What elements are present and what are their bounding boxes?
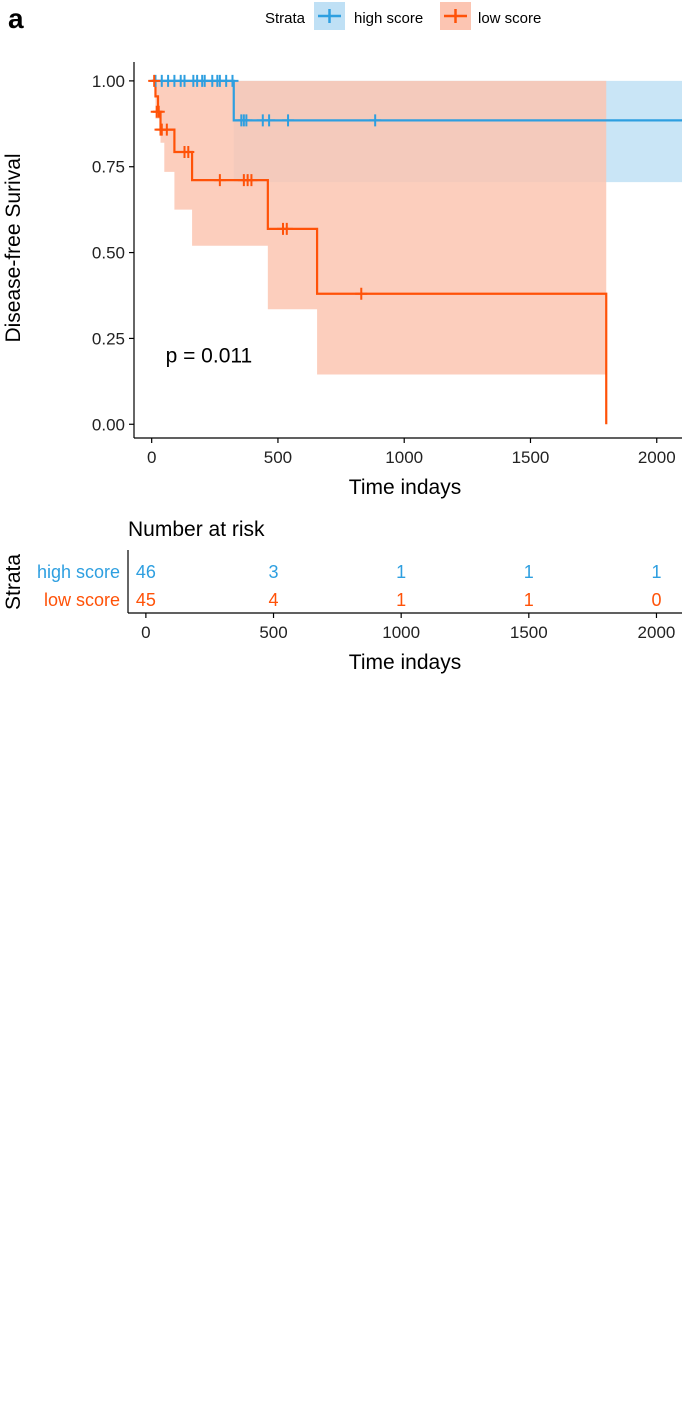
x-tick-label: 1000 — [385, 448, 423, 467]
risk-cell-low-score: 1 — [396, 590, 406, 610]
p-value-annotation: p = 0.011 — [166, 344, 253, 367]
y-ticks: 0.00 0.25 0.50 0.75 1.00 — [92, 72, 134, 434]
risk-cells: 46 3 1 1 1 45 4 1 1 0 — [136, 562, 662, 610]
risk-cell-high-score: 1 — [396, 562, 406, 582]
risk-x-ticks: 0 500 1000 1500 2000 — [141, 613, 675, 642]
risk-table-strata-label: Strata — [2, 554, 25, 610]
y-tick-label: 0.50 — [92, 244, 125, 263]
risk-x-axis-label: Time indays — [349, 651, 461, 674]
censor-mark-low-score — [160, 123, 173, 136]
censor-mark-high-score — [226, 74, 239, 87]
risk-x-tick-label: 500 — [259, 623, 287, 642]
risk-cell-low-score: 0 — [651, 590, 661, 610]
risk-x-tick-label: 2000 — [638, 623, 676, 642]
x-tick-label: 0 — [147, 448, 156, 467]
risk-cell-high-score: 1 — [651, 562, 661, 582]
risk-cell-high-score: 46 — [136, 562, 156, 582]
survival-curve-low-score — [151, 79, 608, 425]
risk-row-label-low-score: low score — [44, 590, 120, 610]
risk-cell-low-score: 45 — [136, 590, 156, 610]
censor-mark-high-score — [263, 114, 276, 127]
censor-mark-high-score — [240, 114, 253, 127]
censor-mark-low-score — [182, 145, 195, 158]
censor-mark-high-score — [369, 114, 382, 127]
confidence-bands — [151, 80, 682, 375]
survival-plot: 0.00 0.25 0.50 0.75 1.00 0 500 1000 1500 2000 p … — [2, 62, 682, 499]
legend-label-low-score: low score — [478, 10, 541, 27]
risk-cell-high-score: 1 — [524, 562, 534, 582]
risk-cell-high-score: 3 — [269, 562, 279, 582]
censor-mark-low-score — [148, 74, 161, 87]
risk-row-label-high-score: high score — [37, 562, 120, 582]
risk-x-tick-label: 1500 — [510, 623, 548, 642]
legend: Strata high score low score — [265, 2, 541, 30]
confidence-band-low-score — [151, 80, 607, 375]
x-ticks: 0 500 1000 1500 2000 — [147, 438, 676, 467]
risk-x-tick-label: 0 — [141, 623, 150, 642]
censor-mark-low-score — [280, 222, 293, 235]
x-axis-label: Time indays — [349, 476, 461, 499]
panel-label: a — [8, 3, 24, 34]
x-tick-label: 2000 — [638, 448, 676, 467]
x-tick-label: 500 — [264, 448, 292, 467]
risk-cell-low-score: 4 — [269, 590, 279, 610]
risk-x-tick-label: 1000 — [382, 623, 420, 642]
risk-table: Number at risk Strata high score low sco… — [2, 518, 682, 674]
y-tick-label: 0.00 — [92, 415, 125, 434]
y-axis-label: Disease-free Surival — [2, 153, 25, 342]
y-tick-label: 1.00 — [92, 72, 125, 91]
x-tick-label: 1500 — [512, 448, 550, 467]
y-tick-label: 0.25 — [92, 329, 125, 348]
legend-label-high-score: high score — [354, 10, 423, 27]
censor-mark-low-score — [245, 174, 258, 187]
censor-mark-high-score — [282, 114, 295, 127]
censor-mark-low-score — [213, 174, 226, 187]
y-tick-label: 0.75 — [92, 158, 125, 177]
censor-marks — [148, 74, 382, 300]
censor-mark-low-score — [152, 105, 165, 118]
censor-mark-low-score — [355, 287, 368, 300]
risk-cell-low-score: 1 — [524, 590, 534, 610]
legend-title: Strata — [265, 10, 306, 27]
risk-table-title: Number at risk — [128, 518, 265, 541]
